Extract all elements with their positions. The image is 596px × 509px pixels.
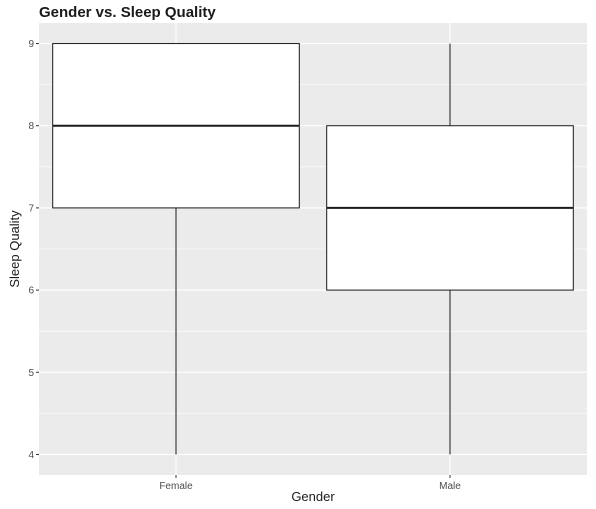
box-female [52, 43, 300, 455]
x-axis: Female Male [159, 475, 461, 492]
x-axis-title: Gender [291, 489, 335, 504]
x-tick-label: Male [439, 481, 461, 492]
y-axis-title: Sleep Quality [7, 210, 22, 288]
y-axis: 4 5 6 7 8 9 [28, 39, 39, 461]
box-male [326, 43, 574, 455]
chart-title: Gender vs. Sleep Quality [39, 4, 216, 21]
y-tick-label: 7 [28, 203, 34, 214]
y-tick-label: 9 [28, 39, 34, 50]
x-tick-label: Female [159, 481, 193, 492]
y-tick-label: 4 [28, 450, 34, 461]
y-tick-label: 8 [28, 121, 34, 132]
y-tick-label: 6 [28, 286, 34, 297]
boxes [52, 43, 574, 455]
y-tick-label: 5 [28, 368, 34, 379]
